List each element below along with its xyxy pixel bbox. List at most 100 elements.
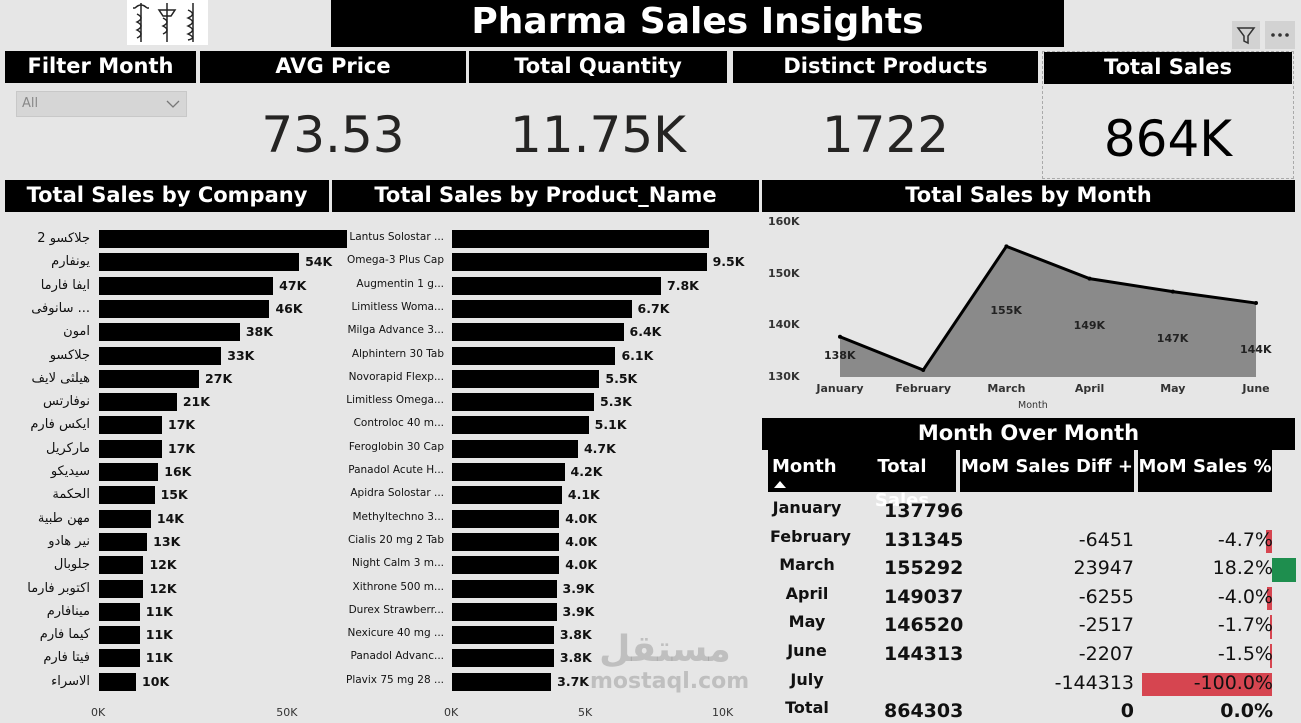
pct-databar [1270,644,1272,668]
mom-pct-cell: 18.2% [1212,557,1273,580]
bar-mark[interactable] [452,532,560,551]
bar-mark[interactable] [99,626,140,645]
table-column-header[interactable]: MoM Sales Diff + [960,450,1134,492]
bar-category-label: Limitless Omega... [346,394,444,407]
bar-value-label: 46K [275,300,303,316]
bar-mark[interactable] [99,579,144,598]
bar-value-label: 9.5K [712,254,745,270]
filter-icon[interactable] [1232,21,1260,49]
bar-mark[interactable] [452,579,557,598]
bar-value-label: 4.7K [583,440,616,456]
bar-value-label: 4.0K [565,557,598,573]
bar-mark[interactable] [452,509,560,528]
bar-value-label: 13K [153,533,181,549]
bar-category-label: Durex Strawberr... [348,603,444,616]
data-point[interactable] [1254,301,1258,306]
month-cell: June [787,641,827,660]
bar-value-label: 14K [156,510,184,526]
bar-mark[interactable] [99,486,155,505]
filter-month-value: All [22,96,39,111]
bar-value-label: 10K [142,673,170,689]
bar-category-label: Plavix 75 mg 28 ... [345,673,444,686]
table-column-header[interactable]: MoM Sales % [1138,450,1272,492]
bar-mark[interactable] [452,346,616,365]
company-sales-bar-chart[interactable]: جلاكسو 2 يونفارم 54K ايفا فارما 47K ... سانوف… [0,214,348,723]
bar-value-label: 5.1K [594,417,627,433]
bar-mark[interactable] [452,439,578,458]
table-column-header[interactable]: Total Sales [848,450,956,511]
sort-asc-icon [774,481,786,488]
bar-mark[interactable] [452,416,589,435]
bar-category-label: نير هادو [48,533,90,549]
bar-mark[interactable] [99,602,140,621]
data-point[interactable] [838,334,842,339]
bar-value-label: 3.9K [562,580,595,596]
bar-category-label: الحكمة [52,487,90,503]
bar-mark[interactable] [452,463,565,481]
mom-diff-cell: -144313 [1054,671,1134,694]
bar-mark[interactable] [99,672,137,691]
bar-mark[interactable] [452,299,632,318]
product-sales-bar-chart[interactable]: Lantus Solostar ... Omega-3 Plus Cap 9.5K A… [330,214,760,723]
bar-value-label: 3.7K [557,673,589,689]
bar-mark[interactable] [99,369,200,388]
bar-mark[interactable] [452,672,552,691]
bar-mark[interactable] [452,649,554,668]
bar-mark[interactable] [99,439,162,458]
bar-value-label: 11K [145,627,173,643]
bar-mark[interactable] [452,393,595,412]
bar-value-label: 5.3K [600,394,632,410]
bar-value-label: 11K [145,603,173,619]
bar-value-label: 4.0K [565,533,598,549]
bar-mark[interactable] [452,486,562,505]
bar-mark[interactable] [99,276,274,295]
data-point[interactable] [921,368,926,373]
bar-mark[interactable] [452,626,554,645]
bar-category-label: Augmentin 1 g... [356,277,444,290]
pct-databar [1142,672,1272,697]
mom-pct-cell: -100.0% [1193,671,1273,694]
bar-mark[interactable] [99,299,270,318]
more-options-icon[interactable] [1265,21,1295,49]
bar-mark[interactable] [99,393,177,412]
bar-category-label: Panadol Advanc... [350,650,444,663]
bar-mark[interactable] [452,369,600,388]
bar-value-label: 17K [168,440,196,456]
bar-mark[interactable] [99,346,222,365]
bar-mark[interactable] [99,509,151,528]
filter-month-dropdown[interactable]: All [16,91,187,117]
mom-diff-total-cell: 0 [1120,700,1134,723]
data-point[interactable] [1004,244,1009,249]
bar-mark[interactable] [452,323,624,342]
mom-pct-cell: -4.0% [1217,585,1273,608]
bar-mark[interactable] [452,253,707,272]
data-point[interactable] [1087,276,1092,281]
y-tick-label: 140K [768,318,800,332]
data-label: 138K [824,348,856,362]
bar-category-label: Omega-3 Plus Cap [346,254,444,267]
month-sales-area-chart[interactable]: 160K 150K 140K 130K January 138K February March… [762,212,1295,417]
mom-table[interactable]: Month Total Sales MoM Sales Diff + MoM Sale… [762,450,1296,723]
bar-mark[interactable] [99,556,144,575]
bar-value-label: 33K [227,347,255,363]
bar-mark[interactable] [99,649,140,668]
month-cell: May [788,612,826,632]
bar-mark[interactable] [99,532,148,551]
bar-mark[interactable] [99,416,162,435]
data-point[interactable] [1170,289,1175,294]
bar-category-label: Xithrone 500 m... [352,580,444,593]
bar-mark[interactable] [452,602,557,621]
bar-mark[interactable] [99,323,240,342]
bar-category-label: سيديكو [50,464,90,479]
bar-category-label: Feroglobin 30 Cap [348,440,444,453]
bar-mark[interactable] [99,230,348,248]
bar-mark[interactable] [99,253,300,272]
data-label: 155K [990,304,1022,318]
total-sales-total-cell: 864303 [884,700,964,723]
bar-mark[interactable] [99,463,159,481]
bar-mark[interactable] [452,230,710,248]
kpi-total-sales-card[interactable]: Total Sales [1042,51,1294,179]
bar-mark[interactable] [452,556,560,575]
mom-pct-total-cell: 0.0% [1220,700,1273,723]
bar-mark[interactable] [452,276,662,295]
